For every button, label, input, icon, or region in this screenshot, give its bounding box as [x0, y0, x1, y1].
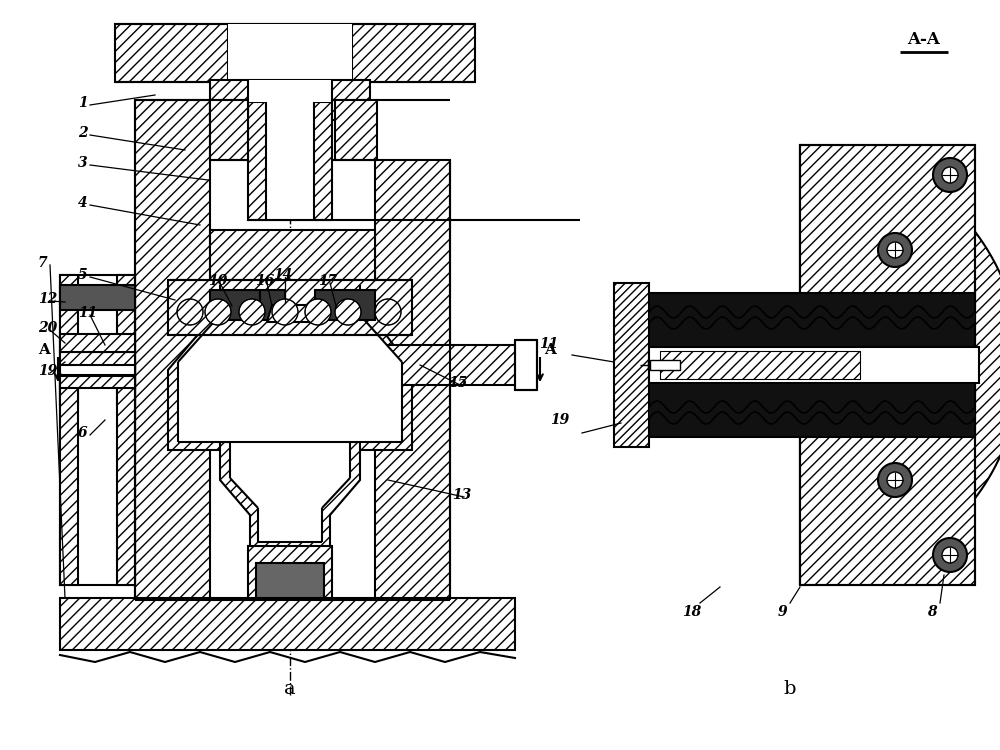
Text: 11: 11	[539, 337, 558, 351]
Polygon shape	[266, 80, 314, 220]
Circle shape	[933, 538, 967, 572]
Polygon shape	[117, 365, 135, 585]
Text: A-A: A-A	[908, 31, 940, 48]
Text: 18: 18	[682, 605, 702, 619]
Polygon shape	[60, 365, 78, 585]
Text: 13: 13	[452, 488, 471, 502]
Polygon shape	[60, 365, 135, 375]
Text: 5: 5	[78, 268, 88, 282]
Polygon shape	[178, 285, 402, 442]
Text: 17: 17	[318, 274, 337, 288]
Polygon shape	[649, 347, 979, 383]
Polygon shape	[650, 360, 680, 370]
Polygon shape	[168, 280, 412, 335]
Text: 15: 15	[448, 376, 467, 390]
Polygon shape	[248, 80, 332, 102]
Polygon shape	[335, 100, 377, 160]
Circle shape	[305, 299, 331, 325]
Text: 8: 8	[927, 605, 937, 619]
Text: A: A	[544, 343, 556, 357]
Polygon shape	[210, 290, 260, 320]
Polygon shape	[800, 145, 1000, 585]
Circle shape	[942, 547, 958, 563]
Circle shape	[272, 299, 298, 325]
Circle shape	[942, 167, 958, 183]
Polygon shape	[60, 352, 135, 367]
Polygon shape	[375, 160, 450, 600]
Text: 11: 11	[78, 306, 97, 320]
Polygon shape	[117, 275, 135, 405]
Polygon shape	[60, 275, 78, 405]
Polygon shape	[210, 100, 248, 160]
Circle shape	[887, 472, 903, 488]
Text: 16: 16	[255, 274, 274, 288]
Text: 9: 9	[777, 605, 787, 619]
Circle shape	[933, 158, 967, 192]
Circle shape	[878, 233, 912, 267]
Polygon shape	[248, 80, 332, 220]
Polygon shape	[220, 442, 360, 550]
Polygon shape	[210, 230, 375, 285]
Circle shape	[375, 299, 401, 325]
Text: 14: 14	[273, 268, 292, 282]
Polygon shape	[135, 100, 210, 600]
Polygon shape	[60, 334, 135, 352]
Text: 3: 3	[78, 156, 88, 170]
Polygon shape	[649, 407, 975, 418]
Polygon shape	[375, 345, 525, 385]
Polygon shape	[230, 442, 350, 542]
Polygon shape	[115, 24, 475, 82]
Polygon shape	[267, 305, 313, 322]
Circle shape	[335, 299, 361, 325]
Text: 19: 19	[38, 364, 57, 378]
Text: 12: 12	[38, 292, 57, 306]
Text: 1: 1	[78, 96, 88, 110]
Polygon shape	[168, 285, 412, 450]
Circle shape	[878, 463, 912, 497]
Polygon shape	[614, 283, 649, 447]
Polygon shape	[210, 80, 370, 102]
Text: A: A	[38, 343, 50, 357]
Polygon shape	[60, 275, 135, 405]
Polygon shape	[60, 598, 515, 650]
Text: b: b	[784, 680, 796, 698]
Polygon shape	[515, 340, 537, 390]
Text: 19: 19	[550, 413, 569, 427]
Polygon shape	[60, 365, 135, 585]
Circle shape	[239, 299, 265, 325]
Polygon shape	[800, 145, 975, 585]
Polygon shape	[210, 100, 248, 120]
Text: 20: 20	[38, 321, 57, 335]
Polygon shape	[256, 563, 324, 598]
Polygon shape	[315, 290, 375, 320]
Polygon shape	[248, 546, 332, 598]
Text: 2: 2	[78, 126, 88, 140]
Circle shape	[887, 242, 903, 258]
Circle shape	[205, 299, 231, 325]
Polygon shape	[660, 351, 860, 379]
Circle shape	[177, 299, 203, 325]
Polygon shape	[60, 285, 135, 310]
Polygon shape	[60, 376, 135, 388]
Text: 4: 4	[78, 196, 88, 210]
Polygon shape	[228, 24, 352, 82]
Polygon shape	[649, 312, 975, 323]
Text: 10: 10	[208, 274, 227, 288]
Polygon shape	[332, 100, 370, 120]
Text: 6: 6	[78, 426, 88, 440]
Text: a: a	[284, 680, 296, 698]
Text: 7: 7	[38, 256, 48, 270]
Polygon shape	[630, 293, 975, 437]
Polygon shape	[260, 290, 285, 320]
